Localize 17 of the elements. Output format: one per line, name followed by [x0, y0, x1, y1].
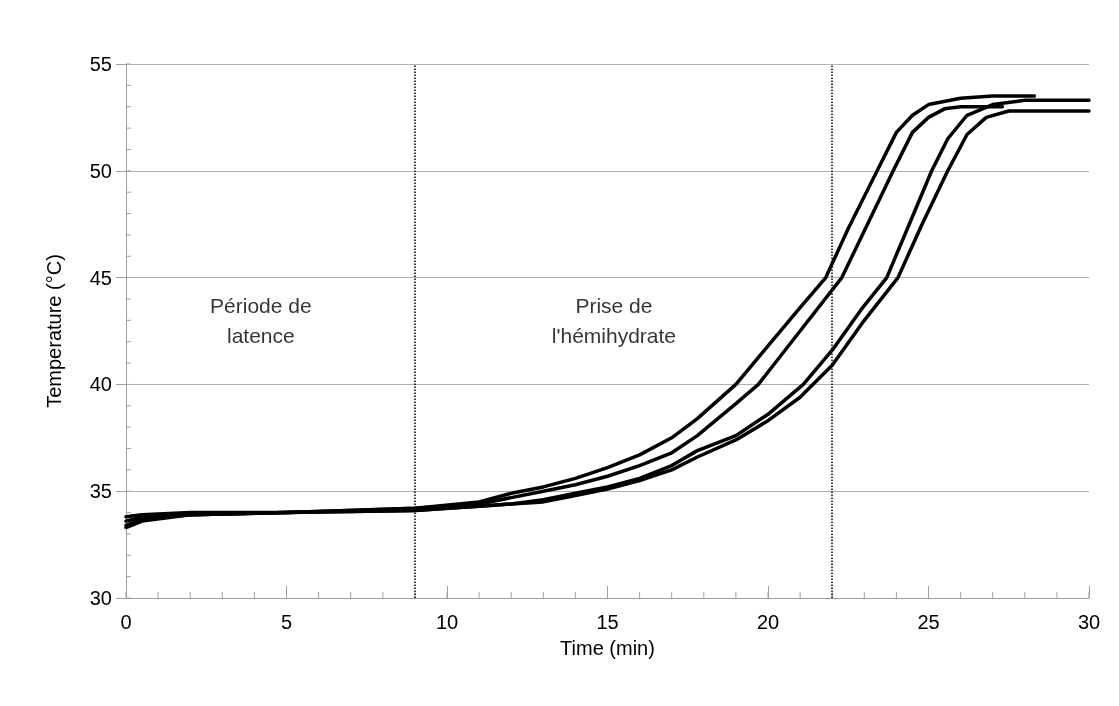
x-tick-label: 15 [596, 611, 619, 633]
x-tick-label: 25 [917, 611, 940, 633]
y-tick-label: 30 [89, 587, 112, 609]
annotation: Période de latence [210, 293, 312, 347]
x-tick-label: 5 [280, 611, 293, 633]
x-tick-label: 0 [120, 611, 132, 633]
y-tick-label: 45 [89, 266, 112, 289]
x-tick-label: 30 [1077, 611, 1101, 633]
x-tick-label: 20 [756, 611, 780, 633]
x-axis-title: Time (min) [560, 637, 655, 659]
y-tick-label: 50 [89, 159, 112, 182]
y-tick-label: 35 [89, 480, 112, 503]
x-tick-label: 10 [435, 611, 459, 633]
annotation: Prise de l'hémihydrate [551, 293, 677, 347]
y-axis-title: Temperature (°C) [43, 254, 65, 408]
y-tick-label: 40 [89, 373, 112, 396]
y-tick-label: 55 [89, 53, 112, 75]
